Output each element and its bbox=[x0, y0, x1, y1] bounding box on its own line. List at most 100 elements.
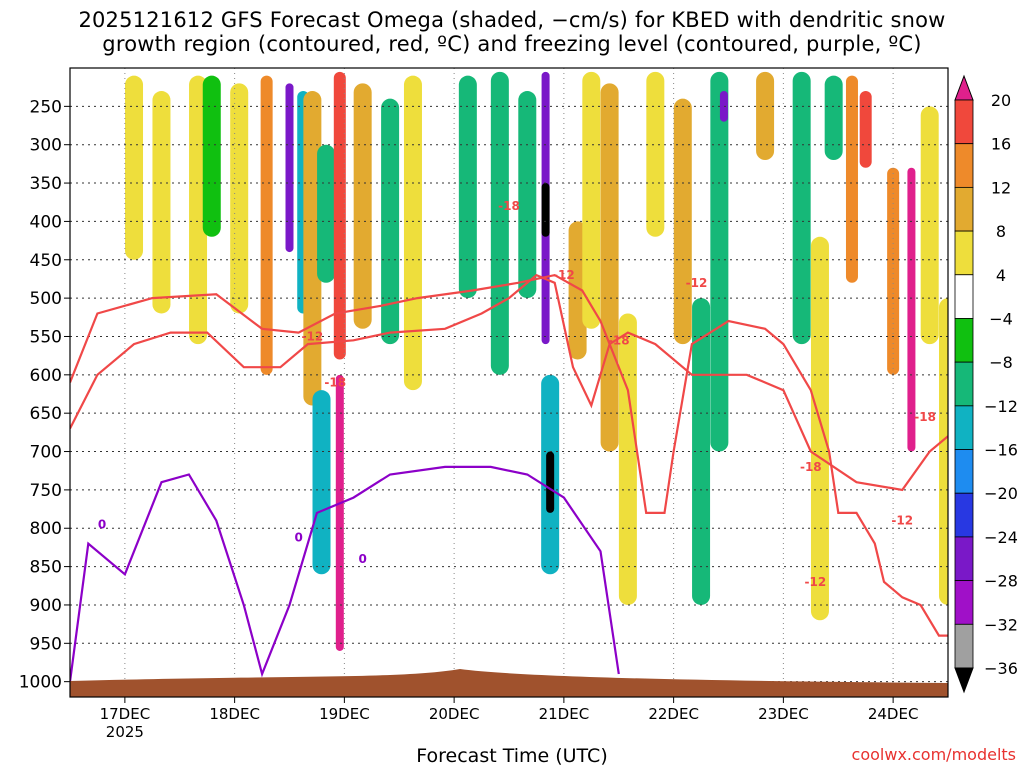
colorbar-bin-11 bbox=[954, 536, 974, 582]
colorbar-label-11: −28 bbox=[984, 572, 1018, 591]
colorbar-label-6: −8 bbox=[989, 353, 1013, 372]
omega-cell-16 bbox=[458, 75, 477, 299]
chart-title-line1: 2025121612 GFS Forecast Omega (shaded, −… bbox=[78, 8, 946, 32]
colorbar-label-3: 8 bbox=[996, 222, 1006, 241]
omega-cell-1 bbox=[152, 91, 171, 314]
omega-cell-12 bbox=[312, 390, 331, 575]
colorbar-bin-6 bbox=[954, 318, 974, 363]
omega-cell-36 bbox=[845, 75, 858, 283]
colorbar-bin-2 bbox=[954, 143, 974, 188]
colorbar-bin-5 bbox=[954, 274, 974, 319]
omega-cell-34 bbox=[824, 75, 843, 161]
omega-cell-4 bbox=[230, 83, 249, 314]
ytick-label-1000: 1000 bbox=[19, 673, 62, 693]
colorbar-bin-7 bbox=[954, 361, 974, 407]
colorbar-label-7: −12 bbox=[984, 397, 1018, 416]
chart-title-line2: growth region (contoured, red, ºC) and f… bbox=[102, 32, 922, 56]
omega-cell-40 bbox=[920, 106, 939, 345]
omega-cell-0 bbox=[125, 75, 144, 260]
credit-link[interactable]: coolwx.com/modelts bbox=[851, 745, 1016, 764]
xtick-year-label: 2025 bbox=[106, 723, 144, 741]
omega-cell-35 bbox=[810, 236, 829, 621]
contour-dgz-18 bbox=[70, 273, 948, 492]
omega-cell-11 bbox=[335, 374, 344, 651]
contour-label-1-2: -18 bbox=[608, 333, 630, 347]
xtick-label-18DEC: 18DEC bbox=[209, 705, 260, 723]
omega-cell-32 bbox=[756, 71, 775, 161]
contour-label-0-0: -12 bbox=[302, 329, 324, 343]
xtick-label-23DEC: 23DEC bbox=[758, 705, 809, 723]
colorbar-label-8: −16 bbox=[984, 441, 1018, 460]
ytick-label-700: 700 bbox=[30, 443, 62, 463]
omega-shading bbox=[125, 71, 948, 651]
colorbar-bin-1 bbox=[954, 99, 974, 145]
ytick-label-850: 850 bbox=[30, 558, 62, 578]
contour-label-2-0: 0 bbox=[98, 517, 106, 531]
contour-label-2-2: 0 bbox=[358, 552, 366, 566]
colorbar-bin-3 bbox=[954, 186, 974, 232]
contour-label-1-1: -18 bbox=[324, 376, 346, 390]
contour-label-1-3: -18 bbox=[800, 460, 822, 474]
xtick-label-21DEC: 21DEC bbox=[539, 705, 590, 723]
omega-cell-6 bbox=[285, 83, 294, 253]
omega-cell-22 bbox=[546, 451, 555, 513]
xtick-label-20DEC: 20DEC bbox=[429, 705, 480, 723]
omega-cell-39 bbox=[907, 167, 916, 452]
ytick-label-500: 500 bbox=[30, 289, 62, 309]
omega-cell-26 bbox=[618, 313, 637, 605]
ytick-label-950: 950 bbox=[30, 634, 62, 654]
colorbar-bin-12 bbox=[954, 580, 974, 625]
xtick-label-24DEC: 24DEC bbox=[868, 705, 919, 723]
omega-cell-24 bbox=[582, 71, 601, 329]
colorbar-bin-8 bbox=[954, 405, 974, 450]
contour-label-0-4: -12 bbox=[891, 514, 913, 528]
colorbar-label-13: −36 bbox=[984, 659, 1018, 678]
ytick-label-900: 900 bbox=[30, 596, 62, 616]
ytick-label-750: 750 bbox=[30, 481, 62, 501]
xtick-label-22DEC: 22DEC bbox=[648, 705, 699, 723]
omega-cell-10 bbox=[333, 71, 346, 360]
ytick-label-800: 800 bbox=[30, 519, 62, 539]
omega-cell-18 bbox=[518, 91, 537, 299]
colorbar-label-10: −24 bbox=[984, 528, 1018, 547]
omega-cell-15 bbox=[403, 75, 422, 391]
omega-cell-33 bbox=[792, 71, 811, 345]
ytick-label-650: 650 bbox=[30, 404, 62, 424]
ytick-label-600: 600 bbox=[30, 366, 62, 386]
ytick-label-350: 350 bbox=[30, 174, 62, 194]
colorbar-bin-13 bbox=[954, 623, 974, 669]
xtick-label-17DEC: 17DEC bbox=[100, 705, 151, 723]
omega-cell-27 bbox=[646, 71, 665, 237]
x-axis-label: Forecast Time (UTC) bbox=[416, 745, 608, 767]
colorbar-label-1: 16 bbox=[991, 135, 1011, 154]
omega-cell-3 bbox=[202, 75, 221, 237]
ytick-label-550: 550 bbox=[30, 327, 62, 347]
omega-cell-17 bbox=[490, 71, 509, 375]
colorbar-label-4: 4 bbox=[996, 266, 1006, 285]
colorbar-bin-4 bbox=[954, 230, 974, 276]
omega-cell-31 bbox=[719, 91, 728, 122]
omega-cell-23 bbox=[568, 221, 587, 360]
colorbar-bin-9 bbox=[954, 449, 974, 494]
omega-cell-2 bbox=[189, 75, 208, 345]
omega-cell-13 bbox=[353, 83, 372, 329]
omega-cell-14 bbox=[381, 98, 400, 345]
colorbar-top-arrow bbox=[954, 74, 974, 101]
contour-label-1-0: -18 bbox=[498, 199, 520, 213]
omega-cell-21 bbox=[541, 183, 550, 237]
contour-label-0-2: -12 bbox=[686, 276, 708, 290]
omega-cell-25 bbox=[600, 83, 619, 452]
ytick-label-450: 450 bbox=[30, 251, 62, 271]
ytick-label-300: 300 bbox=[30, 136, 62, 156]
plot-frame bbox=[69, 67, 949, 698]
colorbar-bin-10 bbox=[954, 492, 974, 538]
omega-cell-5 bbox=[260, 75, 273, 375]
contour-dgz-12 bbox=[70, 273, 948, 637]
contour-label-0-1: -12 bbox=[553, 268, 575, 282]
colorbar-bottom-arrow bbox=[954, 667, 974, 694]
xtick-label-19DEC: 19DEC bbox=[319, 705, 370, 723]
ytick-label-250: 250 bbox=[30, 97, 62, 117]
contour-label-2-1: 0 bbox=[294, 530, 302, 544]
terrain-strip bbox=[70, 669, 948, 697]
